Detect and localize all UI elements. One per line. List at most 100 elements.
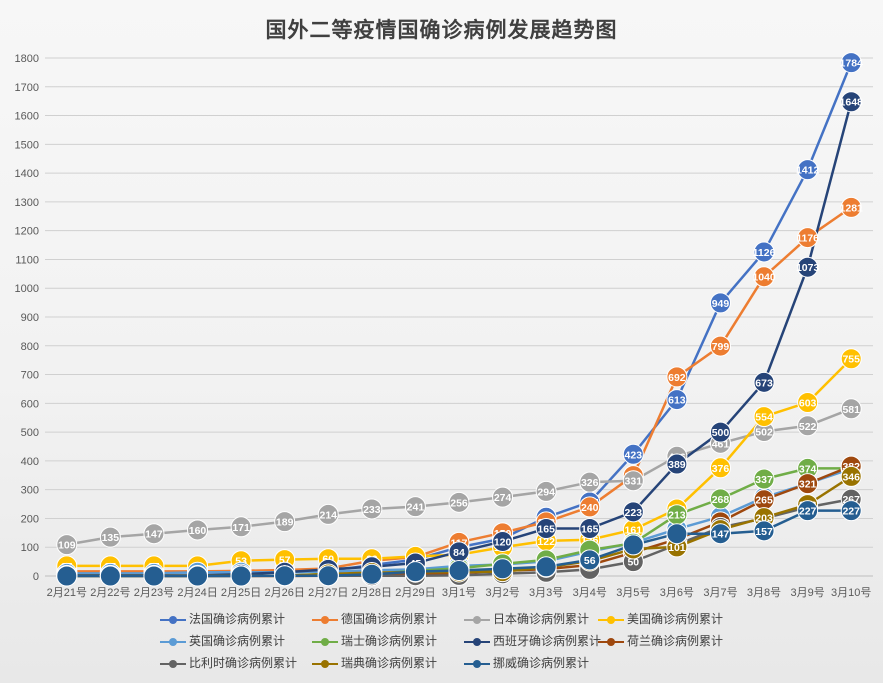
data-label: 502 — [755, 427, 773, 439]
y-tick-label: 1000 — [15, 283, 39, 295]
data-point — [753, 266, 775, 288]
y-tick-label: 500 — [21, 427, 39, 439]
legend-label: 英国确诊病例累计 — [189, 634, 286, 648]
legend-swatch — [312, 637, 338, 647]
data-label: 755 — [842, 354, 860, 366]
data-label: 147 — [712, 529, 730, 541]
data-label: 109 — [58, 540, 76, 552]
y-tick-label: 300 — [21, 485, 39, 497]
data-point — [753, 371, 775, 393]
data-label: 256 — [450, 497, 468, 509]
x-tick-label: 3月3号 — [529, 586, 563, 599]
data-label: 56 — [584, 555, 596, 567]
data-point — [840, 398, 862, 420]
y-tick-label: 100 — [21, 542, 39, 554]
y-tick-label: 0 — [33, 571, 39, 583]
data-label: 165 — [581, 524, 599, 536]
y-tick-label: 400 — [21, 456, 39, 468]
x-tick-label: 2月29日 — [395, 587, 435, 599]
data-label: 1784 — [840, 58, 864, 70]
data-label: 389 — [668, 459, 686, 471]
data-labels: 1212121212121838571001302042574236139491… — [56, 52, 864, 587]
y-tick-label: 600 — [21, 398, 39, 410]
data-label: 101 — [668, 542, 686, 554]
data-label: 171 — [232, 522, 250, 534]
legend-swatch — [464, 659, 490, 669]
data-label: 84 — [453, 547, 465, 559]
legend-item: 德国确诊病例累计 — [312, 610, 437, 628]
data-point — [622, 443, 644, 465]
chart-title: 国外二等疫情国确诊病例发展趋势图 — [265, 19, 618, 42]
data-label: 57 — [279, 555, 291, 567]
data-point — [753, 241, 775, 263]
data-point — [797, 500, 819, 522]
data-point — [361, 563, 383, 585]
y-tick-label: 1700 — [15, 82, 39, 94]
data-point — [709, 335, 731, 357]
x-tick-label: 3月4号 — [573, 586, 607, 599]
data-point — [535, 518, 557, 540]
data-point — [797, 391, 819, 413]
data-point — [840, 196, 862, 218]
x-tick-label: 3月7号 — [703, 586, 737, 599]
data-label: 1040 — [752, 272, 776, 284]
data-label: 346 — [842, 471, 860, 483]
y-tick-label: 1500 — [15, 139, 39, 151]
data-label: 326 — [581, 477, 599, 489]
data-point — [99, 526, 121, 548]
data-point — [666, 453, 688, 475]
data-label: 1281 — [840, 202, 864, 214]
legend-item: 荷兰确诊病例累计 — [598, 632, 723, 650]
legend-label: 荷兰确诊病例累计 — [627, 634, 724, 648]
data-label: 1412 — [796, 165, 820, 177]
data-point — [753, 406, 775, 428]
data-point — [840, 500, 862, 522]
data-point — [840, 52, 862, 74]
legend-item: 挪威确诊病例累计 — [464, 654, 589, 672]
data-point — [622, 470, 644, 492]
data-label: 274 — [494, 492, 512, 504]
legend-item: 瑞典确诊病例累计 — [312, 654, 437, 672]
data-point — [840, 91, 862, 113]
data-label: 1648 — [840, 97, 864, 109]
data-point — [797, 256, 819, 278]
data-point — [709, 292, 731, 314]
legend-item: 英国确诊病例累计 — [160, 632, 285, 650]
data-point — [709, 457, 731, 479]
data-label: 147 — [145, 529, 163, 541]
data-point — [709, 488, 731, 510]
data-label: 1073 — [796, 262, 820, 274]
data-label: 213 — [668, 510, 686, 522]
data-point — [579, 496, 601, 518]
x-tick-label: 2月27日 — [308, 587, 348, 599]
x-tick-label: 2月23号 — [134, 586, 174, 599]
data-label: 613 — [668, 395, 686, 407]
legend-item: 瑞士确诊病例累计 — [312, 632, 437, 650]
y-axis-ticks: 0 100 200 300 400 500 600 700 800 900 1000 1100 1200… — [15, 53, 39, 583]
legend-item: 比利时确诊病例累计 — [160, 654, 297, 672]
data-label: 522 — [799, 421, 817, 433]
data-point — [666, 389, 688, 411]
data-point — [187, 565, 209, 587]
data-point — [448, 560, 470, 582]
x-tick-label: 3月6号 — [660, 586, 694, 599]
legend-swatch — [312, 615, 338, 625]
data-point — [797, 159, 819, 181]
data-point — [143, 565, 165, 587]
y-tick-label: 1600 — [15, 111, 39, 123]
data-point — [492, 530, 514, 552]
x-tick-label: 2月22号 — [90, 586, 130, 599]
data-label: 50 — [627, 557, 639, 569]
x-tick-label: 3月10号 — [831, 586, 871, 599]
data-label: 120 — [494, 536, 512, 548]
x-tick-label: 2月26日 — [265, 587, 305, 599]
data-point — [99, 565, 121, 587]
data-point — [230, 565, 252, 587]
data-point — [797, 473, 819, 495]
y-tick-label: 1100 — [15, 254, 39, 266]
data-label: 500 — [712, 427, 730, 439]
data-point — [404, 496, 426, 518]
data-label: 227 — [799, 506, 817, 518]
data-point — [840, 465, 862, 487]
data-label: 581 — [842, 404, 860, 416]
